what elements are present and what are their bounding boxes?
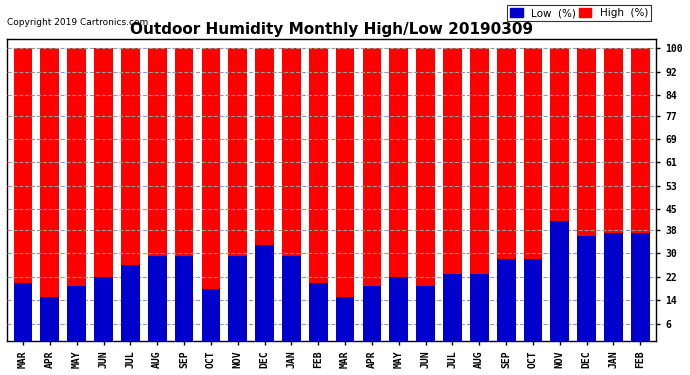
Bar (41, 297, 59, 341)
Bar (94, 48, 113, 341)
Bar (228, 256, 247, 341)
Bar (255, 244, 274, 341)
Bar (631, 233, 650, 341)
Bar (497, 259, 515, 341)
Bar (201, 48, 220, 341)
Bar (201, 289, 220, 341)
Bar (631, 48, 650, 341)
Bar (524, 48, 542, 341)
Legend: Low  (%), High  (%): Low (%), High (%) (507, 5, 651, 21)
Bar (255, 48, 274, 341)
Bar (68, 48, 86, 341)
Bar (362, 48, 382, 341)
Bar (443, 274, 462, 341)
Bar (175, 256, 193, 341)
Bar (551, 221, 569, 341)
Bar (282, 256, 301, 341)
Bar (443, 48, 462, 341)
Bar (578, 236, 596, 341)
Bar (148, 256, 166, 341)
Text: Copyright 2019 Cartronics.com: Copyright 2019 Cartronics.com (7, 18, 148, 27)
Bar (121, 48, 140, 341)
Bar (336, 297, 355, 341)
Bar (94, 277, 113, 341)
Bar (14, 48, 32, 341)
Bar (121, 265, 140, 341)
Bar (497, 48, 515, 341)
Bar (14, 283, 32, 341)
Bar (604, 233, 623, 341)
Bar (228, 48, 247, 341)
Bar (578, 48, 596, 341)
Bar (68, 286, 86, 341)
Bar (336, 48, 355, 341)
Bar (470, 274, 489, 341)
Bar (524, 259, 542, 341)
Bar (309, 48, 328, 341)
Bar (416, 48, 435, 341)
Bar (148, 48, 166, 341)
Bar (604, 48, 623, 341)
Bar (282, 48, 301, 341)
Bar (551, 48, 569, 341)
Bar (470, 48, 489, 341)
Bar (175, 48, 193, 341)
Bar (416, 286, 435, 341)
Bar (41, 48, 59, 341)
Title: Outdoor Humidity Monthly High/Low 20190309: Outdoor Humidity Monthly High/Low 201903… (130, 22, 533, 37)
Bar (362, 286, 382, 341)
Bar (389, 277, 408, 341)
Bar (389, 48, 408, 341)
Bar (309, 283, 328, 341)
